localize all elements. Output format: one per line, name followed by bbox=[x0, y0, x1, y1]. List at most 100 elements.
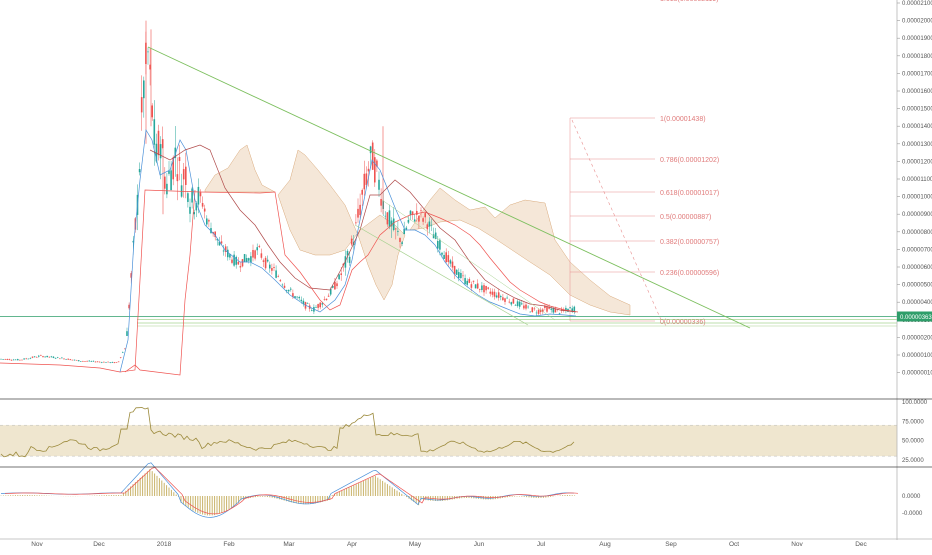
macd-histogram-bar bbox=[524, 496, 525, 497]
candle-body bbox=[23, 358, 25, 359]
candle-body bbox=[259, 246, 261, 247]
macd-histogram-bar bbox=[116, 495, 117, 496]
macd-histogram-bar bbox=[301, 496, 302, 504]
macd-histogram-bar bbox=[514, 496, 515, 497]
candle-body bbox=[355, 222, 357, 223]
candle-body bbox=[357, 209, 359, 218]
candle-body bbox=[238, 262, 240, 265]
candle-body bbox=[437, 241, 439, 248]
price-tick-label: 0.00000010 bbox=[902, 371, 932, 377]
fib-level-label: 0.618(0.00001017) bbox=[660, 190, 719, 197]
candle-body bbox=[311, 310, 313, 311]
macd-histogram-bar bbox=[567, 495, 568, 496]
candle-body bbox=[326, 299, 328, 300]
macd-histogram-bar bbox=[574, 495, 575, 496]
candle-body bbox=[4, 359, 6, 360]
candle-body bbox=[553, 308, 555, 313]
macd-histogram-bar bbox=[392, 487, 393, 496]
macd-histogram-bar bbox=[166, 485, 167, 496]
macd-histogram-bar bbox=[109, 495, 110, 496]
candle-body bbox=[84, 361, 86, 362]
macd-histogram-bar bbox=[353, 485, 354, 496]
candle-body bbox=[450, 260, 452, 263]
candle-body bbox=[200, 192, 202, 196]
candle-body bbox=[506, 298, 508, 299]
macd-histogram-bar bbox=[37, 495, 38, 496]
macd-histogram-bar bbox=[260, 496, 261, 497]
macd-histogram-bar bbox=[485, 496, 486, 499]
candle-body bbox=[141, 97, 143, 112]
macd-histogram-bar bbox=[207, 496, 208, 515]
candle-body bbox=[500, 296, 502, 297]
candle-body bbox=[395, 229, 397, 230]
candle-body bbox=[483, 285, 485, 292]
candle-body bbox=[267, 260, 269, 262]
macd-histogram-bar bbox=[20, 495, 21, 496]
macd-histogram-bar bbox=[389, 486, 390, 496]
time-label: Dec bbox=[93, 541, 105, 548]
macd-histogram-bar bbox=[104, 495, 105, 496]
candle-body bbox=[57, 357, 59, 358]
candle-body bbox=[30, 358, 32, 359]
candle-body bbox=[458, 272, 460, 278]
candle-body bbox=[460, 273, 462, 278]
macd-histogram-bar bbox=[5, 495, 6, 496]
macd-histogram-bar bbox=[368, 479, 369, 496]
macd-histogram-bar bbox=[176, 495, 177, 496]
candle-body bbox=[242, 259, 244, 266]
macd-histogram-bar bbox=[404, 495, 405, 496]
macd-histogram-bar bbox=[406, 496, 407, 497]
macd-histogram-bar bbox=[39, 495, 40, 496]
candle-body bbox=[61, 358, 63, 359]
candle-body bbox=[496, 295, 498, 297]
candle-body bbox=[254, 250, 256, 258]
candle-body bbox=[185, 167, 187, 185]
macd-histogram-bar bbox=[10, 495, 11, 496]
macd-histogram-bar bbox=[310, 496, 311, 504]
candle-body bbox=[9, 359, 11, 360]
macd-histogram-bar bbox=[509, 496, 510, 497]
macd-histogram-bar bbox=[209, 496, 210, 515]
candle-body bbox=[86, 361, 88, 362]
candle-body bbox=[338, 275, 340, 280]
macd-histogram-bar bbox=[361, 482, 362, 496]
candle-body bbox=[525, 305, 527, 309]
candle-body bbox=[418, 216, 420, 222]
macd-histogram-bar bbox=[550, 496, 551, 497]
candle-body bbox=[307, 303, 309, 304]
candle-body bbox=[99, 362, 101, 363]
candle-body bbox=[387, 212, 389, 224]
macd-histogram-bar bbox=[29, 495, 30, 496]
macd-histogram-bar bbox=[17, 495, 18, 496]
candle-body bbox=[280, 280, 282, 281]
macd-histogram-bar bbox=[351, 486, 352, 496]
price-tick-label: 0.00001200 bbox=[902, 159, 932, 165]
macd-histogram-bar bbox=[152, 471, 153, 496]
candle-body bbox=[490, 292, 492, 294]
candle-body bbox=[385, 216, 387, 217]
macd-histogram-bar bbox=[101, 495, 102, 496]
candle-body bbox=[351, 239, 353, 245]
macd-histogram-bar bbox=[214, 496, 215, 515]
macd-histogram-bar bbox=[529, 496, 530, 497]
price-tick-label: 0.00002000 bbox=[902, 19, 932, 25]
candle-body bbox=[538, 310, 540, 314]
macd-histogram-bar bbox=[269, 496, 270, 497]
candle-body bbox=[328, 296, 330, 297]
candle-body bbox=[322, 303, 324, 304]
candle-body bbox=[149, 65, 151, 70]
time-label: Mar bbox=[283, 541, 295, 548]
rsi-tick-label: 25.0000 bbox=[902, 458, 924, 464]
candle-body bbox=[49, 357, 51, 358]
candle-body bbox=[139, 169, 141, 172]
macd-histogram-bar bbox=[8, 495, 9, 496]
candle-body bbox=[53, 357, 55, 358]
candle-body bbox=[240, 266, 242, 267]
candle-body bbox=[374, 157, 376, 182]
macd-histogram-bar bbox=[356, 484, 357, 496]
candle-body bbox=[550, 309, 552, 310]
macd-histogram-bar bbox=[365, 480, 366, 496]
candle-body bbox=[445, 252, 447, 262]
